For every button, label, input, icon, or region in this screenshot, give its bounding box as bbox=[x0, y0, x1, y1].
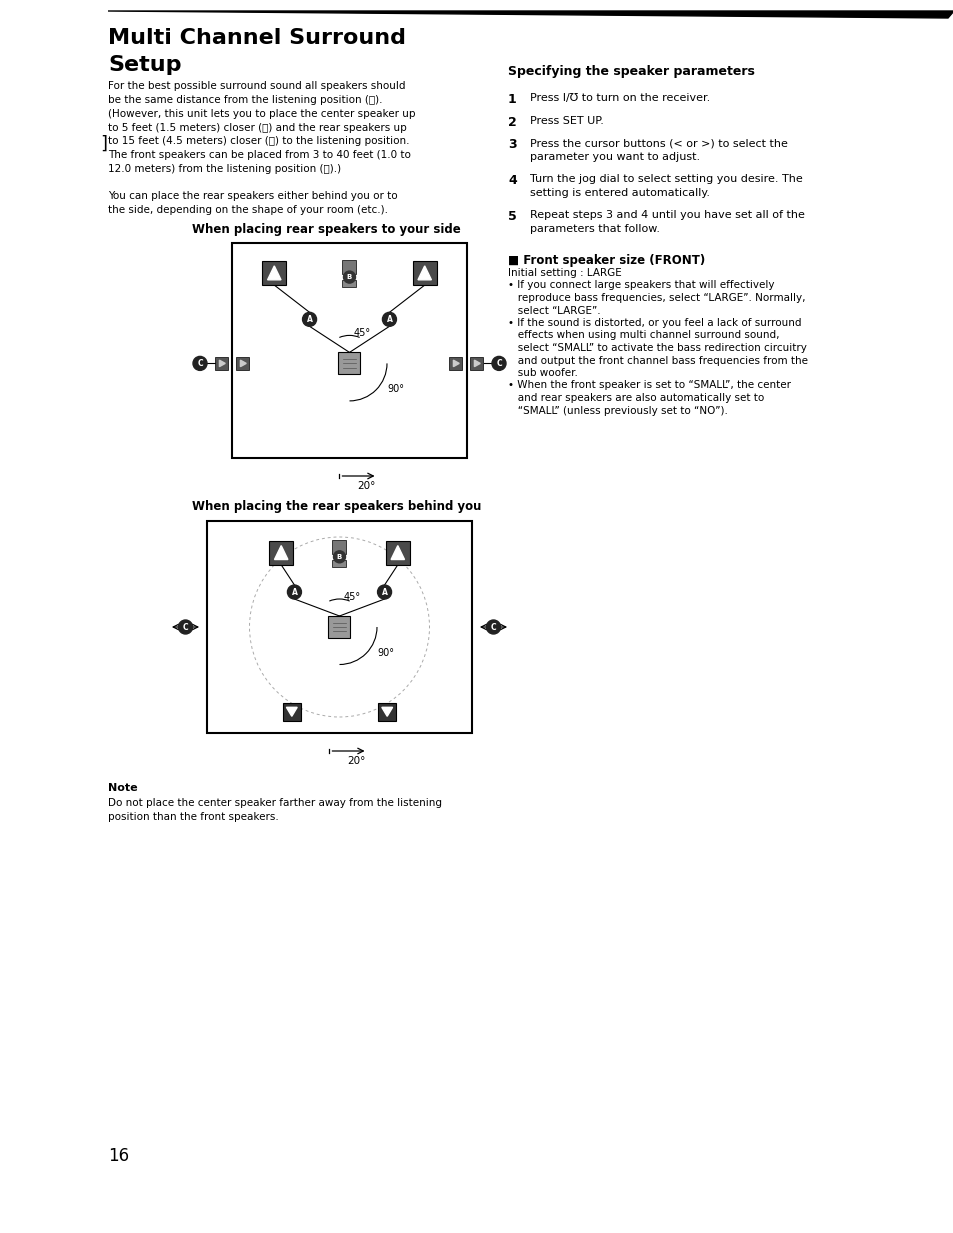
Text: A: A bbox=[386, 314, 392, 324]
Bar bbox=[470, 356, 483, 370]
Text: Multi Channel Surround: Multi Channel Surround bbox=[108, 28, 406, 48]
Bar bbox=[262, 261, 286, 285]
Text: Press the cursor buttons (< or >) to select the
parameter you want to adjust.: Press the cursor buttons (< or >) to sel… bbox=[530, 138, 787, 162]
Text: You can place the rear speakers either behind you or to
the side, depending on t: You can place the rear speakers either b… bbox=[108, 191, 397, 215]
Text: 5: 5 bbox=[507, 210, 517, 223]
Text: Do not place the center speaker farther away from the listening
position than th: Do not place the center speaker farther … bbox=[108, 798, 441, 822]
Text: Specifying the speaker parameters: Specifying the speaker parameters bbox=[507, 65, 754, 78]
Bar bbox=[282, 703, 300, 721]
Bar bbox=[333, 560, 346, 567]
Bar bbox=[413, 261, 436, 285]
Text: 90°: 90° bbox=[387, 385, 404, 395]
Circle shape bbox=[382, 312, 396, 327]
Text: Note: Note bbox=[108, 783, 137, 793]
Text: reproduce bass frequencies, select “LARGE”. Normally,: reproduce bass frequencies, select “LARG… bbox=[507, 293, 804, 303]
Text: effects when using multi channel surround sound,: effects when using multi channel surroun… bbox=[507, 330, 779, 340]
Bar bbox=[232, 243, 467, 457]
Text: 3: 3 bbox=[507, 138, 517, 150]
Bar bbox=[385, 541, 410, 565]
Text: B: B bbox=[336, 554, 342, 560]
Polygon shape bbox=[240, 360, 246, 366]
Bar bbox=[269, 541, 293, 565]
Text: sub woofer.: sub woofer. bbox=[507, 367, 578, 379]
Text: C: C bbox=[182, 623, 188, 631]
Polygon shape bbox=[453, 360, 458, 366]
Bar bbox=[449, 356, 462, 370]
Bar bbox=[215, 356, 229, 370]
Polygon shape bbox=[219, 360, 225, 366]
Text: • If the sound is distorted, or you feel a lack of surround: • If the sound is distorted, or you feel… bbox=[507, 318, 801, 328]
Text: 20°: 20° bbox=[357, 481, 375, 491]
Text: Repeat steps 3 and 4 until you have set all of the
parameters that follow.: Repeat steps 3 and 4 until you have set … bbox=[530, 210, 804, 233]
Text: • When the front speaker is set to “SMALL”, the center: • When the front speaker is set to “SMAL… bbox=[507, 381, 790, 391]
Text: A: A bbox=[292, 587, 297, 597]
Text: Press SET UP.: Press SET UP. bbox=[530, 116, 603, 126]
Bar bbox=[342, 260, 356, 274]
Text: 20°: 20° bbox=[347, 756, 366, 766]
Text: C: C bbox=[490, 623, 496, 631]
Text: Turn the jog dial to select setting you desire. The
setting is entered automatic: Turn the jog dial to select setting you … bbox=[530, 174, 801, 197]
Polygon shape bbox=[274, 545, 288, 560]
Circle shape bbox=[486, 620, 500, 634]
Bar bbox=[333, 540, 346, 554]
Bar bbox=[207, 522, 472, 732]
Text: ]: ] bbox=[100, 134, 107, 153]
Text: A: A bbox=[381, 587, 387, 597]
Circle shape bbox=[334, 551, 345, 562]
Text: For the best possible surround sound all speakers should
be the same distance fr: For the best possible surround sound all… bbox=[108, 81, 416, 174]
Text: 4: 4 bbox=[507, 174, 517, 187]
Text: Setup: Setup bbox=[108, 55, 181, 75]
Text: ■ Front speaker size (FRONT): ■ Front speaker size (FRONT) bbox=[507, 254, 704, 268]
Text: and output the front channel bass frequencies from the: and output the front channel bass freque… bbox=[507, 355, 807, 365]
Text: C: C bbox=[496, 359, 501, 367]
Text: select “LARGE”.: select “LARGE”. bbox=[507, 306, 600, 316]
Polygon shape bbox=[417, 266, 431, 280]
Text: 1: 1 bbox=[507, 92, 517, 106]
Polygon shape bbox=[108, 11, 953, 18]
Circle shape bbox=[178, 620, 193, 634]
Circle shape bbox=[302, 312, 316, 327]
Text: and rear speakers are also automatically set to: and rear speakers are also automatically… bbox=[507, 393, 763, 403]
Text: 90°: 90° bbox=[377, 649, 395, 658]
Text: When placing rear speakers to your side: When placing rear speakers to your side bbox=[192, 223, 460, 236]
Polygon shape bbox=[391, 545, 404, 560]
Text: C: C bbox=[197, 359, 203, 367]
Circle shape bbox=[492, 356, 505, 370]
Text: When placing the rear speakers behind you: When placing the rear speakers behind yo… bbox=[192, 501, 481, 513]
Text: Initial setting : LARGE: Initial setting : LARGE bbox=[507, 268, 621, 277]
Polygon shape bbox=[267, 266, 281, 280]
Bar bbox=[342, 280, 356, 287]
Text: • If you connect large speakers that will effectively: • If you connect large speakers that wil… bbox=[507, 280, 774, 291]
Text: B: B bbox=[347, 274, 352, 280]
Circle shape bbox=[193, 356, 207, 370]
Bar bbox=[377, 703, 395, 721]
Bar bbox=[328, 616, 350, 637]
Polygon shape bbox=[474, 360, 479, 366]
Text: select “SMALL” to activate the bass redirection circuitry: select “SMALL” to activate the bass redi… bbox=[507, 343, 806, 353]
Polygon shape bbox=[381, 708, 393, 716]
Text: 45°: 45° bbox=[343, 592, 360, 602]
Text: Press I/℧ to turn on the receiver.: Press I/℧ to turn on the receiver. bbox=[530, 92, 709, 104]
Circle shape bbox=[287, 584, 301, 599]
Circle shape bbox=[343, 271, 355, 284]
Polygon shape bbox=[286, 708, 297, 716]
Text: A: A bbox=[306, 314, 313, 324]
Text: 16: 16 bbox=[108, 1147, 129, 1165]
Text: 2: 2 bbox=[507, 116, 517, 128]
Text: “SMALL” (unless previously set to “NO”).: “SMALL” (unless previously set to “NO”). bbox=[507, 406, 727, 416]
Bar bbox=[236, 356, 250, 370]
Bar bbox=[338, 353, 360, 375]
Circle shape bbox=[377, 584, 391, 599]
Text: 45°: 45° bbox=[354, 328, 370, 338]
